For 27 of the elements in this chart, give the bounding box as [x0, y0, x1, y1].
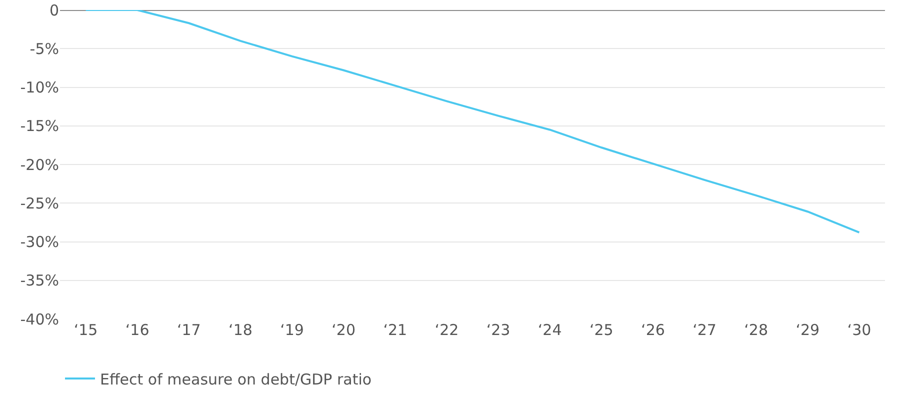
y-tick-label: -30% [20, 233, 59, 251]
y-tick-label: -5% [30, 40, 59, 58]
x-tick-label: ‘26 [641, 321, 665, 339]
y-tick-label: 0 [49, 1, 59, 20]
x-tick-label: ‘25 [589, 321, 614, 339]
x-tick-label: ‘27 [692, 321, 716, 339]
x-tick-label: ‘30 [847, 321, 872, 339]
x-tick-label: ‘20 [332, 321, 356, 339]
x-tick-label: ‘18 [228, 321, 252, 339]
legend-label: Effect of measure on debt/GDP ratio [100, 370, 372, 388]
x-tick-label: ‘22 [434, 321, 459, 339]
line-series [84, 10, 860, 234]
x-tick-label: ‘19 [280, 321, 304, 339]
x-tick-label: ‘21 [383, 321, 408, 339]
y-tick-label: -10% [20, 78, 59, 96]
y-tick-label: -35% [20, 272, 59, 290]
x-tick-label: ‘28 [744, 321, 768, 339]
x-tick-label: ‘16 [125, 321, 150, 339]
x-tick-label: ‘17 [176, 321, 201, 339]
y-tick-label: -25% [20, 194, 59, 212]
x-tick-label: ‘24 [538, 321, 562, 339]
y-tick-label: -40% [20, 310, 59, 328]
x-tick-label: ‘15 [74, 321, 98, 339]
x-tick-label: ‘23 [486, 321, 510, 339]
y-tick-label: -20% [20, 156, 59, 174]
y-tick-label: -15% [20, 117, 59, 136]
x-tick-label: ‘29 [796, 321, 820, 339]
